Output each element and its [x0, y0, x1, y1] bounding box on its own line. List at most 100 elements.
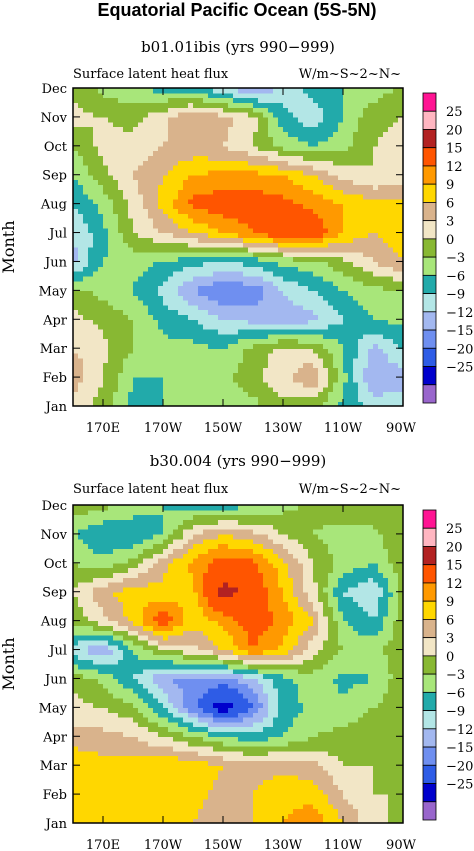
heatmap-cell	[373, 136, 379, 142]
heatmap-cell	[143, 112, 149, 118]
heatmap-cell	[368, 131, 374, 137]
heatmap-cell	[173, 242, 179, 248]
heatmap-cell	[168, 357, 174, 364]
heatmap-cell	[258, 357, 264, 364]
heatmap-cell	[178, 237, 184, 243]
heatmap-cell	[343, 112, 349, 118]
heatmap-cell	[218, 372, 224, 378]
heatmap-cell	[198, 174, 204, 181]
heatmap-cell	[238, 150, 244, 157]
heatmap-cell	[323, 348, 329, 354]
heatmap-cell	[128, 328, 134, 335]
heatmap-cell	[308, 126, 314, 132]
heatmap-cell	[363, 391, 369, 397]
heatmap-cell	[123, 261, 129, 267]
heatmap-cell	[228, 290, 234, 296]
heatmap-cell	[218, 803, 224, 810]
heatmap-cell	[78, 357, 84, 364]
heatmap-cell	[158, 194, 164, 200]
heatmap-cell	[298, 251, 304, 258]
heatmap-cell	[193, 136, 199, 142]
heatmap-cell	[258, 247, 264, 253]
heatmap-cell	[153, 232, 159, 238]
heatmap-cell	[328, 92, 334, 99]
heatmap-cell	[343, 261, 349, 267]
heatmap-cell	[278, 261, 284, 267]
heatmap-cell	[228, 803, 234, 810]
heatmap-cell	[108, 189, 114, 195]
heatmap-cell	[383, 247, 389, 253]
heatmap-cell	[268, 275, 274, 282]
heatmap-cell	[338, 222, 344, 229]
heatmap-cell	[328, 333, 334, 340]
heatmap-cell	[123, 309, 129, 316]
heatmap-cell	[103, 353, 109, 359]
heatmap-cell	[88, 136, 94, 142]
heatmap-cell	[103, 174, 109, 181]
heatmap-cell	[398, 813, 404, 819]
heatmap-cell	[373, 784, 379, 790]
heatmap-cell	[393, 290, 399, 296]
heatmap-cell	[108, 208, 114, 214]
heatmap-cell	[398, 222, 404, 229]
heatmap-cell	[108, 353, 114, 359]
heatmap-cell	[118, 88, 124, 94]
heatmap-cell	[243, 285, 249, 291]
heatmap-cell	[98, 179, 104, 185]
heatmap-cell	[248, 377, 254, 383]
heatmap-cell	[358, 338, 364, 344]
panel-subtitle-left: Surface latent heat flux	[73, 482, 229, 497]
heatmap-cell	[198, 386, 204, 393]
heatmap-cell	[398, 290, 404, 296]
heatmap-cell	[373, 275, 379, 282]
heatmap-cell	[78, 396, 84, 402]
heatmap-cell	[323, 280, 329, 287]
heatmap-cell	[318, 121, 324, 128]
heatmap-cell	[283, 247, 289, 253]
heatmap-cell	[153, 803, 159, 810]
heatmap-cell	[193, 285, 199, 291]
heatmap-cell	[208, 386, 214, 393]
heatmap-cell	[148, 391, 154, 397]
heatmap-cell	[328, 247, 334, 253]
heatmap-cell	[193, 169, 199, 176]
heatmap-cell	[218, 304, 224, 311]
heatmap-cell	[293, 165, 299, 171]
heatmap-cell	[178, 396, 184, 402]
heatmap-cell	[193, 789, 199, 795]
heatmap-cell	[318, 803, 324, 810]
heatmap-cell	[78, 794, 84, 800]
heatmap-cell	[393, 121, 399, 128]
heatmap-cell	[178, 208, 184, 214]
heatmap-cell	[88, 798, 94, 805]
heatmap-cell	[198, 184, 204, 190]
heatmap-cell	[263, 160, 269, 166]
heatmap-cell	[363, 112, 369, 118]
heatmap-cell	[178, 357, 184, 364]
heatmap-cell	[303, 131, 309, 137]
heatmap-cell	[213, 256, 219, 263]
heatmap-cell	[373, 386, 379, 393]
heatmap-cell	[323, 155, 329, 161]
heatmap-cell	[293, 145, 299, 152]
heatmap-cell	[373, 367, 379, 373]
heatmap-cell	[313, 367, 319, 373]
heatmap-cell	[143, 803, 149, 810]
heatmap-cell	[358, 290, 364, 296]
heatmap-cell	[168, 794, 174, 800]
heatmap-cell	[268, 112, 274, 118]
heatmap-cell	[83, 213, 89, 219]
heatmap-cell	[173, 275, 179, 282]
heatmap-cell	[238, 247, 244, 253]
heatmap-cell	[163, 155, 169, 161]
heatmap-cell	[323, 314, 329, 320]
heatmap-cell	[188, 401, 194, 407]
heatmap-cell	[188, 328, 194, 335]
heatmap-cell	[178, 136, 184, 142]
heatmap-cell	[218, 222, 224, 229]
heatmap-cell	[188, 116, 194, 123]
heatmap-cell	[83, 343, 89, 349]
heatmap-cell	[283, 338, 289, 344]
heatmap-cell	[288, 813, 294, 819]
heatmap-cell	[93, 92, 99, 99]
